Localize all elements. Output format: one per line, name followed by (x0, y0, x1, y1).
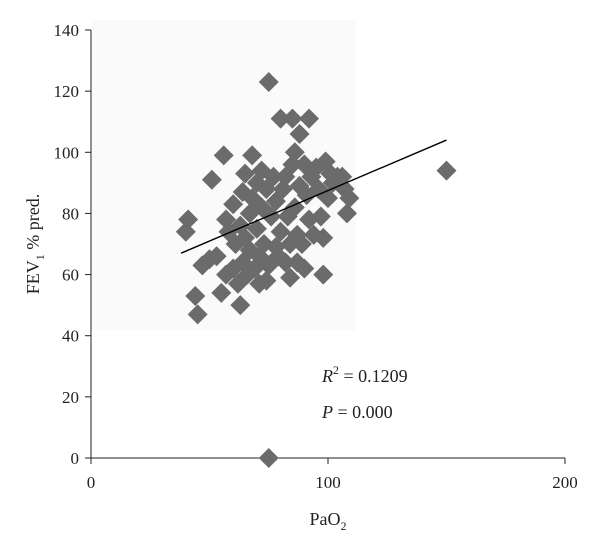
data-point (270, 108, 291, 129)
y-axis-label-sub: 1 (33, 254, 47, 260)
y-tick-label: 60 (62, 266, 79, 285)
x-axis-label: PaO2 (310, 509, 347, 533)
x-ticks: 0 100 200 (87, 458, 578, 492)
y-tick-label: 140 (54, 21, 80, 40)
y-tick-label: 80 (62, 204, 79, 223)
data-point (201, 169, 222, 190)
data-point (256, 270, 277, 291)
data-point (299, 108, 320, 129)
data-point (280, 267, 301, 288)
data-point (206, 246, 227, 267)
data-point (237, 264, 258, 285)
data-point (187, 304, 208, 325)
r-squared-value: = 0.1209 (339, 366, 408, 386)
x-tick-label: 0 (87, 473, 96, 492)
data-point (313, 264, 334, 285)
data-point (282, 108, 303, 129)
y-tick-label: 0 (71, 449, 80, 468)
y-axis-label-main: FEV (23, 260, 43, 294)
data-point (258, 448, 279, 468)
data-point (242, 145, 263, 166)
data-point (270, 221, 291, 242)
y-tick-label: 40 (62, 327, 79, 346)
data-point (275, 252, 296, 273)
r-squared-annotation: R2 = 0.1209 (321, 363, 408, 386)
x-tick-label: 200 (552, 473, 578, 492)
trend-line (180, 139, 447, 254)
p-value-annotation: P = 0.000 (321, 402, 393, 422)
data-point (294, 258, 315, 279)
data-point (284, 142, 305, 163)
data-point (213, 145, 234, 166)
y-axis-label-rest: % pred. (23, 194, 43, 254)
data-point (211, 282, 232, 303)
x-axis-label-sub: 2 (341, 519, 347, 533)
data-point (289, 123, 310, 144)
data-point (185, 285, 206, 306)
r-symbol: R (321, 366, 333, 386)
data-point (239, 203, 260, 224)
data-point (235, 163, 256, 184)
data-points (175, 71, 457, 468)
data-point (258, 71, 279, 92)
data-point (178, 209, 199, 230)
data-point (263, 166, 284, 187)
x-axis-label-main: PaO (310, 509, 341, 529)
data-point (261, 206, 282, 227)
data-point (239, 240, 260, 261)
data-point (291, 234, 312, 254)
y-ticks: 0 20 40 60 80 100 120 140 (54, 21, 91, 468)
data-point (310, 206, 331, 227)
data-point (436, 160, 457, 181)
y-axis-label: FEV1 % pred. (23, 194, 47, 295)
data-point (313, 227, 334, 248)
data-point (336, 203, 357, 224)
data-point (223, 194, 244, 215)
data-point (230, 295, 251, 316)
r-superscript: 2 (333, 363, 339, 377)
y-tick-label: 100 (54, 143, 80, 162)
p-value: = 0.000 (333, 402, 393, 422)
y-tick-label: 120 (54, 82, 80, 101)
x-tick-label: 100 (315, 473, 341, 492)
p-symbol: P (321, 402, 333, 422)
data-point (339, 188, 360, 209)
y-tick-label: 20 (62, 388, 79, 407)
